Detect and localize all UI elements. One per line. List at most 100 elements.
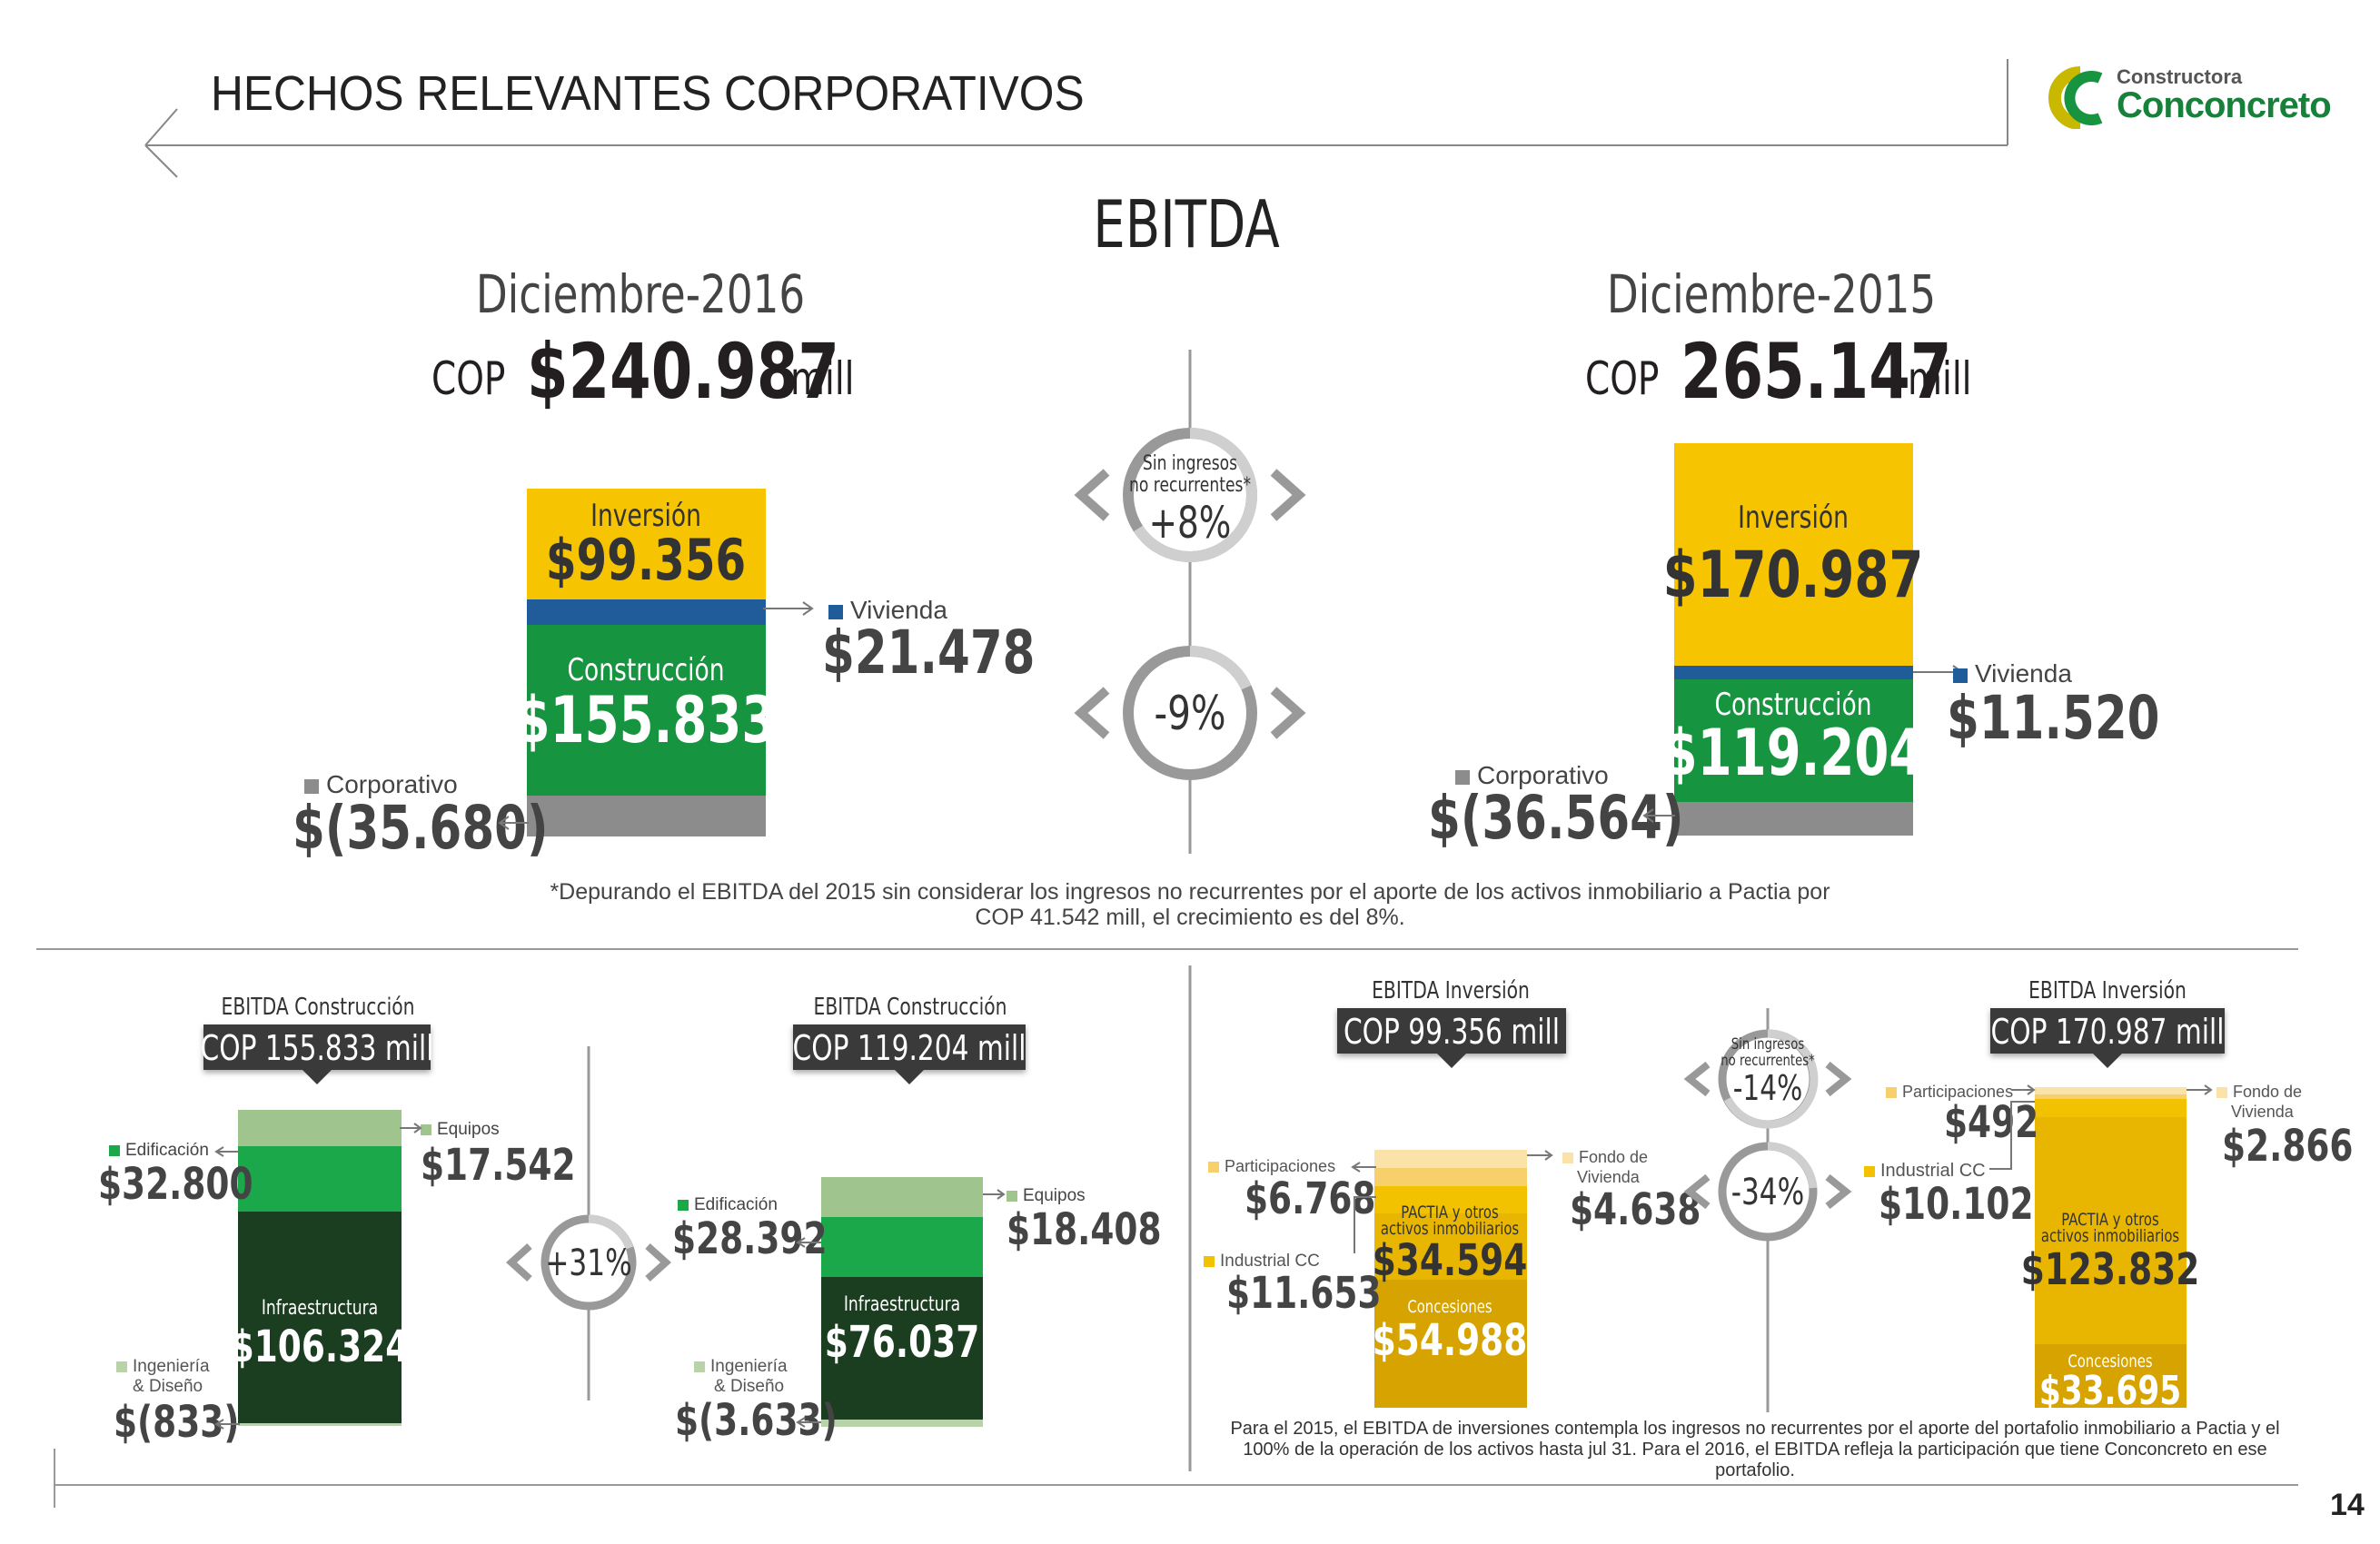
edificacion-legend-square xyxy=(109,1144,120,1156)
growth-top-label2: no recurrentes* xyxy=(1128,474,1252,497)
corporativo-2015-arrow-icon xyxy=(1642,808,1675,823)
page-title: HECHOS RELEVANTES CORPORATIVOS xyxy=(211,66,1085,121)
i2015-fondo-label1: Fondo de xyxy=(2216,1083,2302,1102)
c2015-infraestructura xyxy=(821,1277,983,1420)
ebitda-title: EBITDA xyxy=(1093,186,1280,262)
bar-2015-corporativo-label: Corporativo xyxy=(1455,761,1609,790)
ingenieria-legend-square xyxy=(694,1361,705,1372)
logo-bottom-text: Conconcreto xyxy=(2117,85,2332,125)
i2015-concesiones-value: $33.695 xyxy=(2038,1368,2182,1414)
i2016-concesiones xyxy=(1374,1280,1527,1408)
section-dividers xyxy=(36,948,2298,1508)
i2015-industrial-value: $10.102 xyxy=(1879,1179,2034,1230)
c2016-ingenieria xyxy=(238,1423,402,1426)
i2016-industrial-arrow-icon xyxy=(1354,1196,1376,1253)
bar-2016-construccion xyxy=(527,625,766,796)
c2016-ing-label1: Ingeniería xyxy=(116,1357,210,1377)
bar-2015-corporativo-value: $(36.564) xyxy=(1428,783,1684,853)
participaciones-legend-square xyxy=(1208,1162,1219,1173)
bar-2016-corporativo-label: Corporativo xyxy=(304,770,458,799)
inv-growth-mid-value: -34% xyxy=(1730,1172,1805,1213)
i2016-pactia-value: $34.594 xyxy=(1372,1235,1528,1286)
i2016-fondo-label1: Fondo de xyxy=(1562,1148,1648,1167)
footnote-line2: COP 41.542 mill, el crecimiento es del 8… xyxy=(975,905,1405,930)
i2016-industrial xyxy=(1374,1186,1527,1213)
vivienda-2016-arrow-icon xyxy=(763,601,814,616)
bar-2016-vivienda-value: $21.478 xyxy=(822,618,1036,688)
c2015-infra-label: Infraestructura xyxy=(843,1293,961,1316)
bar-2015-inversion-value: $170.987 xyxy=(1662,538,1924,612)
c2015-equipos-arrow-icon xyxy=(983,1189,1006,1200)
bar-2016-inversion-value: $99.356 xyxy=(545,527,747,593)
inversion-2015-title: EBITDA Inversión xyxy=(2028,977,2187,1005)
company-logo: Constructora Conconcreto xyxy=(2044,65,2332,129)
c2016-ing-arrow-icon xyxy=(214,1419,240,1430)
inv-growth-top-label2: no recurrentes* xyxy=(1721,1052,1815,1070)
i2016-pactia-label2: activos inmobiliarios xyxy=(1380,1219,1520,1239)
i2015-fondo-label2: Vivienda xyxy=(2231,1103,2294,1121)
logo-mark-icon xyxy=(2048,66,2103,129)
vivienda-legend-square xyxy=(828,604,843,619)
inversion-2016-callout: COP 99.356 mill xyxy=(1337,1008,1566,1068)
industrial-legend-square xyxy=(1864,1165,1875,1177)
bar-2016-corporativo xyxy=(527,796,766,836)
vivienda-legend-square xyxy=(1953,668,1968,683)
i2016-fondo-label2: Vivienda xyxy=(1577,1168,1640,1186)
i2015-concesiones-label: Concesiones xyxy=(2068,1351,2153,1371)
corporativo-2016-arrow-icon xyxy=(498,816,529,830)
c2016-infra-value: $106.324 xyxy=(230,1321,410,1372)
c2016-edificacion-value: $32.800 xyxy=(98,1159,253,1210)
c2016-infra-label: Infraestructura xyxy=(261,1297,379,1320)
inversion-2015-callout: COP 170.987 mill xyxy=(1990,1008,2225,1068)
construccion-2016-callout-text: COP 155.833 mill xyxy=(200,1028,434,1068)
c2015-ingenieria xyxy=(821,1420,983,1427)
i2016-pactia xyxy=(1374,1213,1527,1280)
inversion-note-line2: 100% de la operación de los activos hast… xyxy=(1243,1440,2267,1460)
period-2016-prefix: COP xyxy=(431,352,506,405)
i2015-participaciones-arrow-icon xyxy=(2011,1084,2036,1095)
i2015-industrial-arrow-icon xyxy=(1989,1101,2035,1170)
c2015-edificacion-arrow-icon xyxy=(796,1237,821,1248)
bar-2015-vivienda-value: $11.520 xyxy=(1947,683,2160,753)
construccion-2015-bar xyxy=(821,1177,983,1427)
c2015-equipos-value: $18.408 xyxy=(1007,1204,1162,1255)
c2016-edificacion-arrow-icon xyxy=(214,1146,240,1157)
c2015-ing-value: $(3.633) xyxy=(675,1395,838,1446)
bar-2016-inversion-label: Inversión xyxy=(590,498,701,534)
inversion-note-line3: portafolio. xyxy=(1715,1460,1795,1480)
i2016-fondo-arrow-icon xyxy=(1527,1150,1553,1161)
c2016-edificacion-label: Edificación xyxy=(109,1141,209,1161)
inv-growth-top-label1: Sin ingresos xyxy=(1730,1035,1805,1054)
bar-2015-inversion-label: Inversión xyxy=(1738,500,1849,536)
i2015-pactia-label1: PACTIA y otros xyxy=(2061,1210,2159,1230)
c2016-equipos-label: Equipos xyxy=(421,1120,500,1140)
growth-top-label1: Sin ingresos xyxy=(1142,452,1238,475)
bar-2015-vivienda xyxy=(1674,666,1913,679)
equipos-legend-square xyxy=(1007,1190,1017,1202)
i2015-pactia xyxy=(2035,1117,2187,1344)
inversion-2015-bar xyxy=(2035,1087,2187,1408)
growth-top-value: +8% xyxy=(1148,498,1232,549)
inversion-2016-bar xyxy=(1374,1150,1527,1408)
fondo-legend-square xyxy=(2216,1087,2227,1099)
i2016-concesiones-label: Concesiones xyxy=(1407,1297,1492,1317)
inversion-2016-callout-text: COP 99.356 mill xyxy=(1343,1012,1561,1052)
bar-2016-construccion-value: $155.833 xyxy=(515,683,777,757)
i2015-participaciones xyxy=(2035,1094,2187,1099)
construccion-2015-callout-text: COP 119.204 mill xyxy=(792,1028,1026,1068)
period-2015-value: 265.147 xyxy=(1681,327,1952,416)
i2016-industrial-label: Industrial CC xyxy=(1204,1252,1320,1272)
c2016-equipos xyxy=(238,1110,402,1146)
period-2016-suffix: mill xyxy=(790,352,855,405)
i2016-participaciones xyxy=(1374,1168,1527,1186)
i2015-concesiones xyxy=(2035,1344,2187,1408)
i2015-fondo-value: $2.866 xyxy=(2222,1121,2354,1172)
c2016-edificacion xyxy=(238,1146,402,1212)
equipos-legend-square xyxy=(421,1123,431,1135)
header-arrow-line xyxy=(144,59,2008,178)
period-2015-suffix: mill xyxy=(1908,352,1972,405)
page-number: 14 xyxy=(2330,1488,2365,1522)
corporativo-legend-square xyxy=(1455,769,1470,785)
bar-2016-vivienda xyxy=(527,599,766,625)
c2016-infraestructura xyxy=(238,1212,402,1423)
